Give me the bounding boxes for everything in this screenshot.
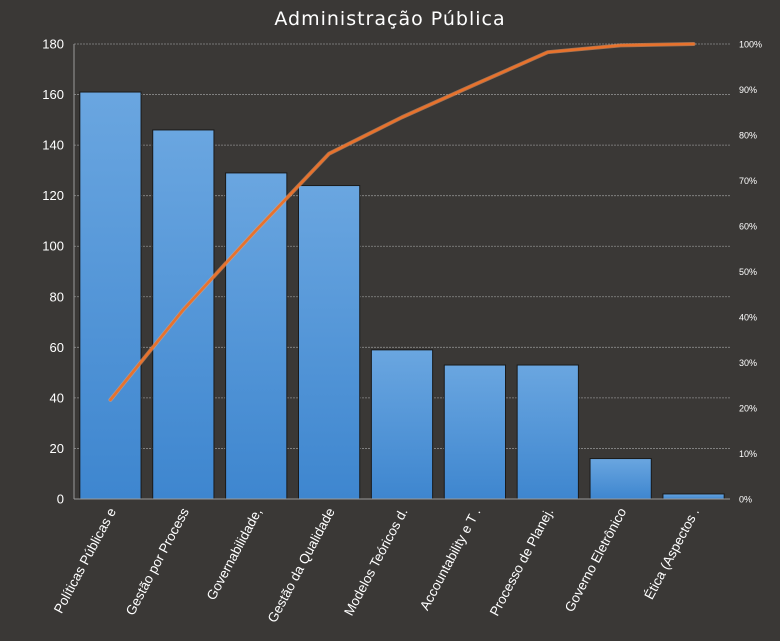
x-tick-label: Accountability e T .: [417, 505, 484, 612]
y2-tick-label: 20%: [739, 404, 757, 414]
x-tick-label: Políticas Públicas e: [51, 505, 119, 615]
bar: [152, 129, 215, 500]
bar: [297, 185, 361, 500]
y2-tick-label: 0%: [739, 495, 752, 505]
bar: [662, 493, 725, 500]
y2-tick-label: 80%: [739, 131, 757, 141]
x-tick-label: Gestão da Qualidade: [265, 505, 338, 625]
bar: [516, 364, 579, 500]
bar: [370, 349, 434, 500]
x-tick-label: Ética (Aspectos .: [641, 505, 702, 601]
x-tick-label: Processo de Planej.: [487, 505, 557, 618]
y-tick-label: 180: [42, 37, 64, 52]
y-tick-label: 160: [42, 87, 64, 102]
y2-tick-label: 100%: [739, 40, 762, 50]
y-tick-label: 0: [57, 492, 64, 507]
bar: [443, 364, 507, 500]
y2-tick-label: 90%: [739, 85, 757, 95]
y2-tick-label: 70%: [739, 176, 757, 186]
y2-tick-label: 50%: [739, 267, 757, 277]
x-tick-label: Governabilidade,: [204, 505, 265, 602]
chart-title: Administração Pública: [274, 8, 506, 30]
y2-tick-label: 30%: [739, 358, 757, 368]
y-tick-label: 20: [50, 441, 64, 456]
y2-tick-label: 60%: [739, 222, 757, 232]
y2-tick-label: 40%: [739, 313, 757, 323]
y-tick-label: 100: [42, 239, 64, 254]
y-tick-label: 140: [42, 138, 64, 153]
y-tick-label: 40: [50, 390, 64, 405]
y-tick-label: 120: [42, 188, 64, 203]
bar: [589, 458, 652, 500]
x-tick-label: Gestão por Process: [123, 505, 192, 618]
x-tick-label: Modelos Teóricos d.: [341, 505, 410, 618]
y2-tick-label: 10%: [739, 449, 757, 459]
bar: [79, 91, 142, 500]
y-tick-label: 80: [50, 289, 64, 304]
bar: [225, 172, 288, 500]
x-tick-label: Governo Eletrônico: [562, 505, 629, 614]
y-tick-label: 60: [50, 340, 64, 355]
